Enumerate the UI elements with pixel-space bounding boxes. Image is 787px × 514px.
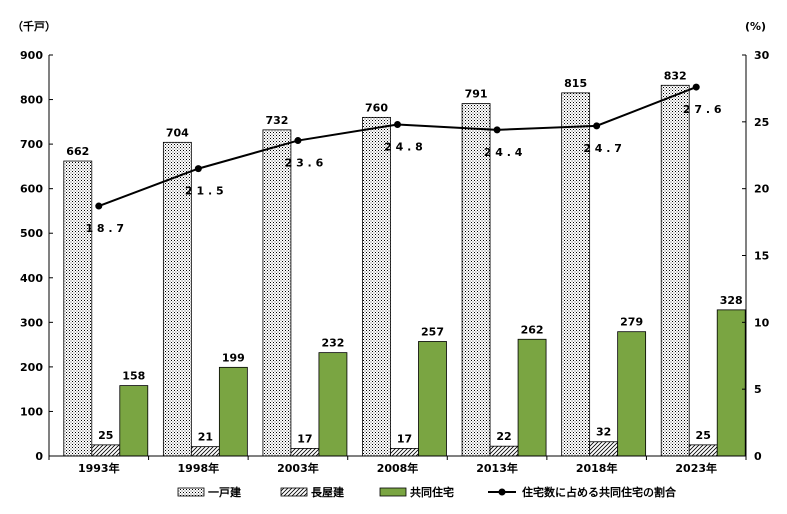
right-axis-unit: (%) xyxy=(745,20,766,33)
share-point xyxy=(95,202,103,210)
share-point xyxy=(294,137,302,145)
x-axis-tick-label: 2023年 xyxy=(675,461,717,475)
apartment-bar xyxy=(517,338,547,457)
right-axis-tick-label: 25 xyxy=(754,116,769,129)
left-axis-tick-label: 300 xyxy=(20,316,43,329)
left-axis-tick-label: 500 xyxy=(20,227,43,240)
row-house-bar-label: 25 xyxy=(696,429,711,442)
apartment-bar-label: 158 xyxy=(122,370,145,383)
share-point-label: 1 8 . 7 xyxy=(85,222,124,235)
detached-bar-label: 760 xyxy=(365,101,388,114)
left-axis-tick-label: 600 xyxy=(20,183,43,196)
detached-bar xyxy=(561,92,591,457)
left-axis-tick-label: 0 xyxy=(35,450,43,463)
right-axis-tick-label: 0 xyxy=(754,450,762,463)
x-axis-tick-label: 2018年 xyxy=(576,461,618,475)
right-axis-tick-label: 20 xyxy=(754,183,770,196)
x-axis-tick-label: 2013年 xyxy=(476,461,518,475)
row-house-bar-label: 25 xyxy=(98,429,113,442)
row-house-bar xyxy=(91,444,121,457)
detached-bar xyxy=(362,116,391,457)
apartment-bar xyxy=(418,341,447,457)
detached-bar-label: 815 xyxy=(564,77,587,90)
detached-bar-label: 791 xyxy=(465,88,488,101)
row-house-bar xyxy=(190,446,220,457)
right-axis-tick-label: 30 xyxy=(754,49,770,62)
right-axis-tick-label: 5 xyxy=(754,383,762,396)
share-point-label: 2 1 . 5 xyxy=(185,185,224,198)
right-axis-tick-label: 15 xyxy=(754,250,769,263)
detached-bar-label: 704 xyxy=(166,126,189,139)
detached-bar-label: 662 xyxy=(66,145,89,158)
apartment-bar xyxy=(617,331,647,457)
detached-bar-label: 832 xyxy=(664,69,687,82)
legend-item-detached-label: 一戸建 xyxy=(208,485,242,499)
row-house-bar-label: 21 xyxy=(198,431,213,444)
apartment-bar xyxy=(716,309,746,457)
row-house-bar xyxy=(290,448,320,457)
detached-bar-label: 732 xyxy=(265,114,288,127)
legend-item-share-label: 住宅数に占める共同住宅の割合 xyxy=(522,485,677,499)
left-axis-tick-label: 800 xyxy=(20,94,43,107)
apartment-bar-label: 257 xyxy=(421,325,444,338)
detached-bar xyxy=(262,129,292,457)
legend: 一戸建 長屋建 共同住宅 住宅数に占める共同住宅の割合 xyxy=(177,485,677,499)
share-point-label: 2 7 . 6 xyxy=(683,103,722,116)
row-house-bar xyxy=(688,444,718,457)
left-axis-tick-label: 700 xyxy=(20,138,43,151)
detached-bar xyxy=(461,103,491,457)
share-point xyxy=(394,121,401,129)
detached-bar xyxy=(660,84,690,457)
legend-item-detached-swatch xyxy=(177,487,205,497)
row-house-bar xyxy=(390,448,419,457)
apartment-bar-label: 328 xyxy=(720,294,743,307)
left-axis-tick-label: 100 xyxy=(20,405,43,418)
left-axis-unit: （千戸） xyxy=(12,19,56,33)
row-house-bar-label: 22 xyxy=(496,430,511,443)
legend-item-apartment-swatch xyxy=(379,487,407,497)
row-house-bar-label: 17 xyxy=(297,432,312,445)
left-axis-tick-label: 200 xyxy=(20,361,43,374)
detached-bar xyxy=(63,160,93,457)
left-axis-tick-label: 900 xyxy=(20,49,43,62)
row-house-bar-label: 17 xyxy=(397,432,412,445)
apartment-bar-label: 199 xyxy=(222,351,245,364)
legend-item-apartment-label: 共同住宅 xyxy=(410,485,454,499)
apartment-bar xyxy=(119,385,149,457)
legend-item-row-house-label: 長屋建 xyxy=(311,485,345,499)
apartment-bar-label: 262 xyxy=(521,323,544,336)
share-point xyxy=(593,122,601,130)
x-axis-tick-label: 2008年 xyxy=(377,461,419,475)
row-house-bar xyxy=(589,441,619,457)
left-axis-tick-label: 400 xyxy=(20,272,43,285)
share-point xyxy=(194,165,202,173)
legend-item-row-house-swatch xyxy=(280,487,308,497)
share-point-label: 2 4 . 4 xyxy=(484,146,523,159)
x-axis-tick-label: 1998年 xyxy=(178,461,220,475)
share-point xyxy=(692,83,700,91)
row-house-bar-label: 32 xyxy=(596,426,611,439)
share-point-label: 2 4 . 7 xyxy=(583,142,622,155)
detached-bar xyxy=(162,141,192,457)
right-axis-tick-label: 10 xyxy=(754,316,770,329)
legend-item-share-marker xyxy=(498,488,506,496)
plot-area: 662 704 732 760 791 815 832 25 21 17 17 22 32 25 158 19… xyxy=(20,49,770,475)
x-axis-tick-label: 2003年 xyxy=(277,461,319,475)
apartment-bar xyxy=(318,352,348,457)
share-point-label: 2 4 . 8 xyxy=(384,141,423,154)
x-axis-tick-label: 1993年 xyxy=(78,461,120,475)
apartment-bar-label: 279 xyxy=(620,316,643,329)
share-point-label: 2 3 . 6 xyxy=(285,157,324,170)
apartment-bar xyxy=(218,366,248,457)
apartment-bar-label: 232 xyxy=(321,337,344,350)
row-house-bar xyxy=(489,445,519,457)
share-point xyxy=(493,126,501,134)
